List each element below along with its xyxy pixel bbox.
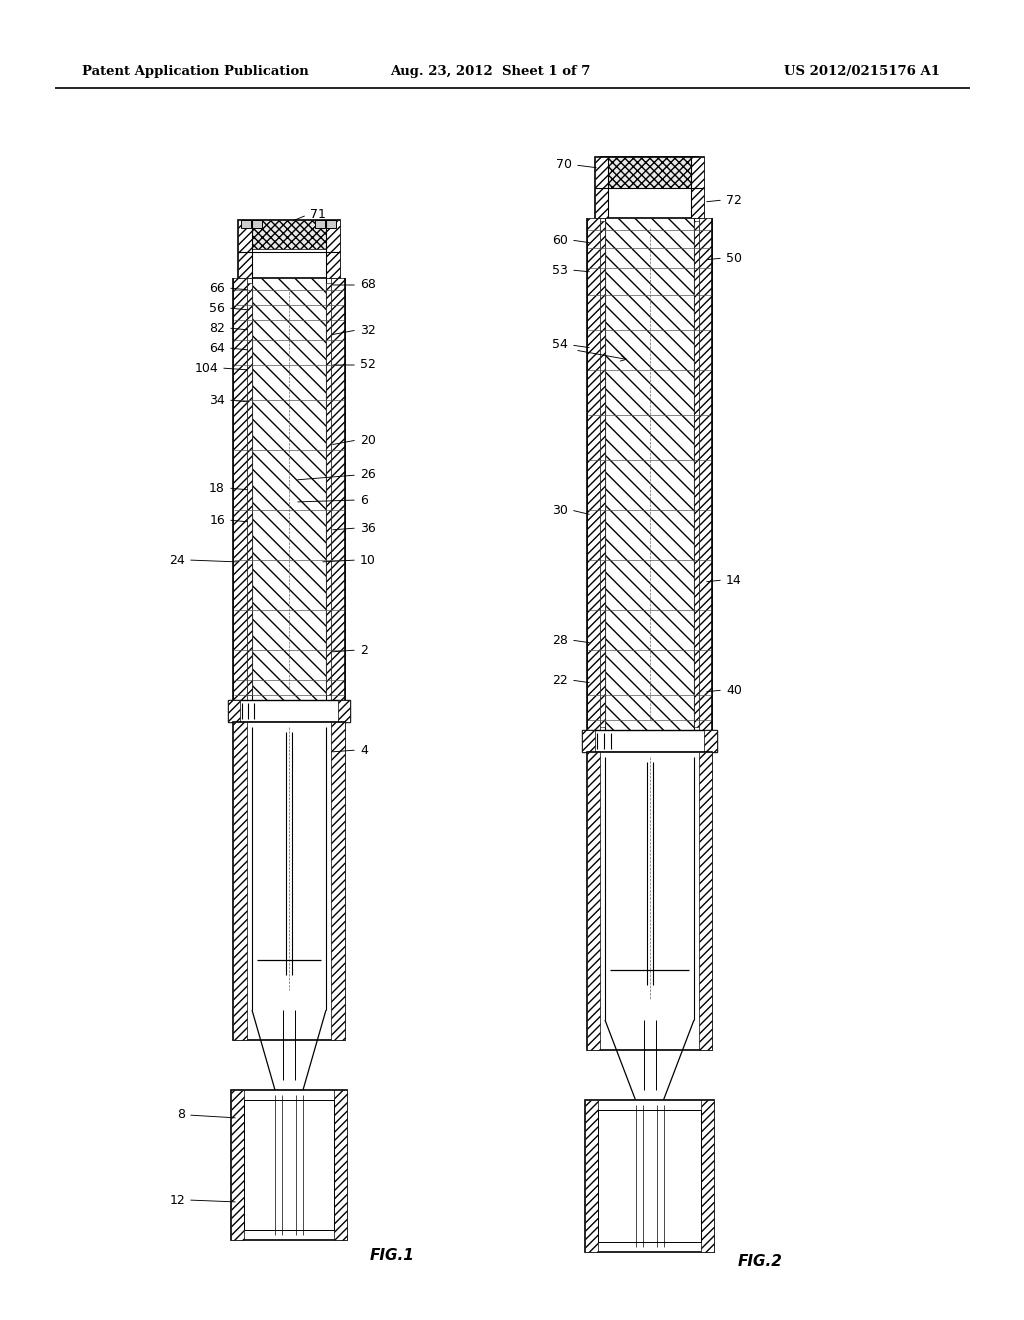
Text: 56: 56: [209, 301, 225, 314]
Text: 22: 22: [552, 673, 568, 686]
Text: 6: 6: [360, 494, 368, 507]
Bar: [699, 752, 712, 1049]
Bar: [691, 157, 705, 218]
Bar: [331, 279, 345, 700]
Text: 12: 12: [169, 1193, 185, 1206]
Text: 30: 30: [552, 503, 568, 516]
Text: 40: 40: [726, 684, 741, 697]
Text: 26: 26: [360, 469, 376, 482]
Text: 66: 66: [209, 281, 225, 294]
Text: 32: 32: [360, 323, 376, 337]
Bar: [326, 282, 331, 696]
Text: 70: 70: [556, 158, 572, 172]
Bar: [587, 752, 712, 1049]
Text: 24: 24: [169, 553, 185, 566]
Bar: [587, 752, 600, 1049]
Bar: [598, 1110, 701, 1242]
Text: 52: 52: [360, 359, 376, 371]
Text: 82: 82: [209, 322, 225, 334]
Text: 34: 34: [209, 393, 225, 407]
Bar: [331, 722, 345, 1040]
Text: Patent Application Publication: Patent Application Publication: [82, 66, 309, 78]
Text: FIG.2: FIG.2: [738, 1254, 783, 1270]
Bar: [699, 218, 712, 730]
Text: 10: 10: [360, 553, 376, 566]
Bar: [244, 1100, 334, 1230]
Text: 8: 8: [177, 1109, 185, 1122]
Text: 4: 4: [360, 743, 368, 756]
Text: 68: 68: [360, 279, 376, 292]
Bar: [326, 220, 336, 228]
Bar: [238, 220, 340, 279]
Bar: [252, 220, 326, 249]
Bar: [585, 1100, 598, 1251]
Bar: [587, 218, 600, 730]
Bar: [241, 220, 251, 228]
Bar: [334, 1090, 347, 1239]
Bar: [233, 722, 345, 1040]
Text: 72: 72: [726, 194, 741, 206]
Text: 53: 53: [552, 264, 568, 276]
Bar: [338, 700, 350, 722]
Bar: [228, 700, 350, 722]
Bar: [694, 220, 699, 727]
Bar: [600, 220, 605, 727]
Text: 36: 36: [360, 521, 376, 535]
Bar: [701, 1100, 714, 1251]
Bar: [252, 279, 326, 700]
Text: 18: 18: [209, 482, 225, 495]
Bar: [585, 1100, 714, 1251]
Bar: [228, 700, 240, 722]
Text: 60: 60: [552, 234, 568, 247]
Text: Aug. 23, 2012  Sheet 1 of 7: Aug. 23, 2012 Sheet 1 of 7: [390, 66, 591, 78]
Bar: [231, 1090, 244, 1239]
Bar: [252, 220, 262, 228]
Bar: [582, 730, 717, 752]
Bar: [608, 157, 691, 187]
Bar: [582, 730, 595, 752]
Bar: [231, 1090, 347, 1239]
Bar: [595, 157, 608, 218]
Text: US 2012/0215176 A1: US 2012/0215176 A1: [784, 66, 940, 78]
Text: FIG.1: FIG.1: [370, 1247, 415, 1262]
Text: 50: 50: [726, 252, 742, 264]
Text: 64: 64: [209, 342, 225, 355]
Bar: [315, 220, 325, 228]
Text: 104: 104: [195, 362, 218, 375]
Bar: [238, 220, 252, 279]
Text: 54: 54: [552, 338, 568, 351]
Text: 14: 14: [726, 573, 741, 586]
Bar: [233, 722, 247, 1040]
Bar: [247, 282, 252, 696]
Bar: [233, 279, 247, 700]
Text: 2: 2: [360, 644, 368, 656]
Bar: [705, 730, 717, 752]
Text: 71: 71: [310, 209, 326, 222]
Bar: [326, 220, 340, 279]
Text: 16: 16: [209, 513, 225, 527]
Bar: [595, 157, 705, 218]
Text: 20: 20: [360, 433, 376, 446]
Bar: [605, 218, 694, 730]
Text: 28: 28: [552, 634, 568, 647]
